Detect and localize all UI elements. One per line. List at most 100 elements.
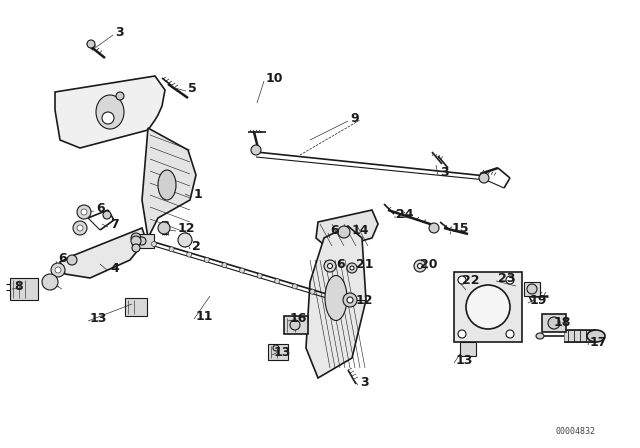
Circle shape	[273, 345, 279, 351]
Circle shape	[103, 211, 111, 219]
Ellipse shape	[96, 95, 124, 129]
Circle shape	[275, 279, 280, 284]
Polygon shape	[316, 210, 378, 250]
Text: 13: 13	[456, 353, 474, 366]
Bar	[268, 344, 288, 360]
Text: 18: 18	[554, 315, 572, 328]
Polygon shape	[142, 128, 196, 238]
Circle shape	[132, 244, 140, 252]
Bar	[10, 278, 38, 300]
Circle shape	[479, 173, 489, 183]
Circle shape	[77, 205, 91, 219]
Text: 1: 1	[194, 188, 203, 201]
Text: 13: 13	[274, 345, 291, 358]
Bar	[454, 272, 522, 342]
Circle shape	[55, 267, 61, 273]
Circle shape	[506, 276, 514, 284]
Polygon shape	[60, 228, 146, 278]
Circle shape	[152, 241, 157, 246]
Text: 20: 20	[420, 258, 438, 271]
Circle shape	[417, 263, 422, 268]
Ellipse shape	[536, 333, 544, 339]
Bar	[524, 282, 540, 296]
Text: 10: 10	[266, 72, 284, 85]
Circle shape	[239, 268, 244, 273]
Text: 15: 15	[452, 221, 470, 234]
Bar	[542, 314, 566, 332]
Text: 12: 12	[178, 221, 195, 234]
Circle shape	[310, 289, 315, 294]
Text: 3: 3	[360, 375, 369, 388]
Text: 3: 3	[115, 26, 124, 39]
Circle shape	[328, 263, 333, 268]
Polygon shape	[306, 226, 366, 378]
Ellipse shape	[587, 330, 605, 342]
Circle shape	[324, 260, 336, 272]
Text: 24: 24	[396, 207, 413, 220]
Circle shape	[458, 330, 466, 338]
Text: 5: 5	[188, 82, 196, 95]
Text: 17: 17	[590, 336, 607, 349]
Circle shape	[178, 233, 192, 247]
Circle shape	[290, 320, 300, 330]
Text: 6: 6	[330, 224, 339, 237]
Bar	[564, 330, 596, 342]
Circle shape	[131, 236, 141, 246]
Bar	[460, 342, 476, 356]
Bar	[132, 234, 154, 248]
Text: 23: 23	[498, 271, 515, 284]
Circle shape	[42, 274, 58, 290]
Circle shape	[73, 221, 87, 235]
Circle shape	[158, 222, 170, 234]
Circle shape	[251, 145, 261, 155]
Circle shape	[131, 233, 141, 243]
Text: 7: 7	[110, 217, 119, 231]
Circle shape	[67, 255, 77, 265]
Text: 6: 6	[58, 251, 67, 264]
Circle shape	[548, 317, 560, 329]
Circle shape	[257, 273, 262, 278]
Text: 19: 19	[530, 293, 547, 306]
Circle shape	[138, 237, 146, 245]
Text: 13: 13	[90, 311, 108, 324]
Text: 14: 14	[352, 224, 369, 237]
Circle shape	[347, 263, 357, 273]
Circle shape	[414, 260, 426, 272]
Text: 00004832: 00004832	[556, 427, 596, 436]
Circle shape	[338, 226, 350, 238]
Text: 22: 22	[462, 273, 479, 287]
Circle shape	[292, 284, 298, 289]
Circle shape	[102, 112, 114, 124]
Circle shape	[347, 297, 353, 303]
Text: 21: 21	[356, 258, 374, 271]
Ellipse shape	[158, 170, 176, 200]
Circle shape	[204, 258, 209, 263]
Text: 16: 16	[290, 311, 307, 324]
Ellipse shape	[325, 276, 347, 320]
Circle shape	[350, 266, 354, 270]
Text: 6: 6	[336, 258, 344, 271]
Circle shape	[527, 284, 537, 294]
Text: 8: 8	[14, 280, 22, 293]
Text: 6: 6	[96, 202, 104, 215]
Text: 4: 4	[110, 262, 119, 275]
Text: 11: 11	[196, 310, 214, 323]
Circle shape	[187, 252, 192, 257]
Circle shape	[343, 293, 357, 307]
Circle shape	[169, 247, 174, 252]
Circle shape	[77, 225, 83, 231]
Text: 9: 9	[350, 112, 358, 125]
Circle shape	[81, 209, 87, 215]
Circle shape	[51, 263, 65, 277]
Circle shape	[429, 223, 439, 233]
Circle shape	[222, 263, 227, 268]
Circle shape	[458, 276, 466, 284]
Circle shape	[466, 285, 510, 329]
Circle shape	[116, 92, 124, 100]
Circle shape	[87, 40, 95, 48]
Circle shape	[506, 330, 514, 338]
Bar	[125, 298, 147, 316]
Text: 12: 12	[356, 293, 374, 306]
Polygon shape	[55, 76, 165, 148]
Bar	[284, 316, 308, 334]
